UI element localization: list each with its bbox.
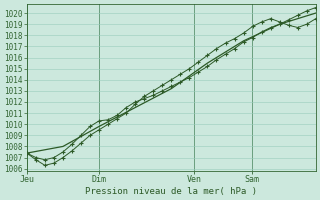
X-axis label: Pression niveau de la mer( hPa ): Pression niveau de la mer( hPa ) [85, 187, 257, 196]
